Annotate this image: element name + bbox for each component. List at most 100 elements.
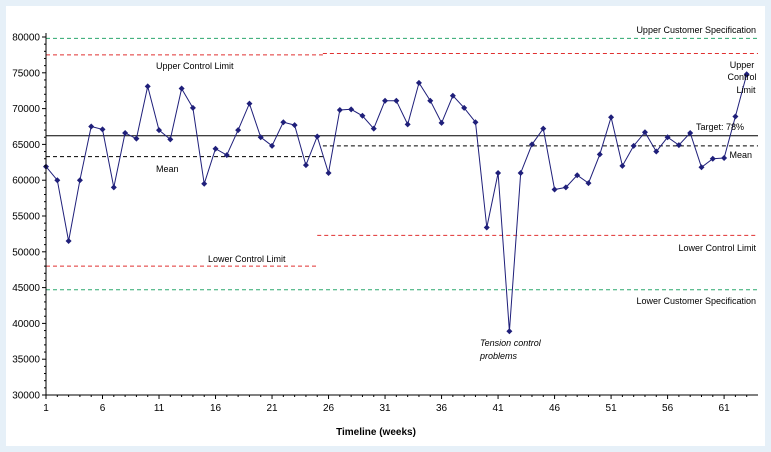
data-point (257, 134, 264, 141)
x-tick-label: 11 (154, 403, 165, 414)
data-point (178, 85, 185, 92)
y-tick-label: 35000 (12, 355, 40, 366)
data-point (675, 142, 682, 149)
reference-lines (46, 37, 758, 291)
data-point (269, 142, 276, 149)
lcs-label-right: Lower Customer Specification (636, 296, 756, 306)
data-point (314, 133, 321, 140)
data-point (144, 83, 151, 90)
data-point (370, 125, 377, 132)
y-tick-label: 70000 (12, 104, 40, 115)
x-tick-labels: 1 6 11 16 21 26 31 36 41 46 51 56 61 (43, 403, 730, 414)
data-point (608, 114, 615, 121)
target-label-right: Target: 78% (696, 122, 744, 132)
data-point (415, 79, 422, 86)
y-tick-label: 50000 (12, 247, 40, 258)
data-point (687, 129, 694, 136)
ucl-label-right-3: Limit (736, 85, 756, 95)
data-point (596, 151, 603, 158)
x-tick-label: 1 (43, 403, 49, 414)
data-point (517, 170, 524, 177)
data-point (235, 127, 242, 134)
data-point (156, 127, 163, 134)
x-tick-label: 16 (210, 403, 222, 414)
x-tick-label: 6 (100, 403, 106, 414)
data-point (483, 224, 490, 231)
ucl-label-left: Upper Control Limit (156, 61, 234, 71)
x-tick-label: 46 (549, 403, 561, 414)
data-point (201, 180, 208, 187)
y-tick-label: 65000 (12, 140, 40, 151)
data-point (167, 136, 174, 143)
lcl-label-left: Lower Control Limit (208, 254, 286, 264)
data-point (99, 126, 106, 133)
mean-label-left: Mean (156, 164, 179, 174)
x-tick-label: 26 (323, 403, 335, 414)
data-point (189, 104, 196, 111)
data-point (585, 180, 592, 187)
data-point (641, 129, 648, 136)
axes (42, 33, 758, 399)
y-tick-label: 30000 (12, 391, 40, 402)
mean-label-right: Mean (729, 150, 752, 160)
data-point (246, 100, 253, 107)
data-point (506, 328, 513, 335)
data-point (732, 113, 739, 120)
data-point (698, 164, 705, 171)
y-tick-label: 55000 (12, 212, 40, 223)
data-point (438, 119, 445, 126)
x-tick-label: 56 (662, 403, 674, 414)
ucl-label-right-1: Upper (730, 60, 755, 70)
data-point (133, 135, 140, 142)
data-point (393, 97, 400, 104)
data-point (461, 104, 468, 111)
data-point (280, 119, 287, 126)
y-tick-labels: 30000 35000 40000 45000 50000 55000 60000 65000… (12, 33, 40, 402)
x-tick-label: 21 (266, 403, 278, 414)
x-tick-label: 61 (719, 403, 731, 414)
data-point (110, 184, 117, 191)
data-point (302, 162, 309, 169)
y-tick-label: 60000 (12, 176, 40, 187)
tension-annotation-2: problems (479, 351, 518, 361)
data-point (528, 141, 535, 148)
control-chart: 30000 35000 40000 45000 50000 55000 60000 65000… (12, 25, 758, 438)
data-point (325, 170, 332, 177)
data-point (664, 134, 671, 141)
data-point (709, 155, 716, 162)
data-point (574, 172, 581, 179)
data-point (619, 162, 626, 169)
data-point (427, 97, 434, 104)
data-point (54, 177, 61, 184)
data-point (404, 121, 411, 128)
data-point (382, 97, 389, 104)
data-point (630, 142, 637, 149)
data-point (65, 238, 72, 245)
data-point (721, 155, 728, 162)
x-tick-label: 41 (493, 403, 505, 414)
ucs-label-right: Upper Customer Specification (636, 25, 756, 35)
data-point (348, 106, 355, 113)
x-tick-label: 31 (379, 403, 391, 414)
data-point (336, 107, 343, 114)
series-line (45, 74, 748, 332)
data-point (653, 148, 660, 155)
data-point (122, 129, 129, 136)
data-point (472, 119, 479, 126)
data-point (540, 125, 547, 132)
data-point (359, 112, 366, 119)
y-tick-label: 40000 (12, 319, 40, 330)
data-point (743, 71, 750, 78)
chart-container: 30000 35000 40000 45000 50000 55000 60000 65000… (6, 6, 765, 446)
series-layer (43, 71, 750, 335)
data-point (291, 122, 298, 129)
data-point (551, 186, 558, 193)
data-point (76, 177, 83, 184)
x-axis-title: Timeline (weeks) (336, 427, 416, 438)
data-point (212, 145, 219, 152)
data-point (495, 170, 502, 177)
data-point (88, 123, 95, 130)
data-point (449, 92, 456, 99)
data-point (562, 184, 569, 191)
y-tick-label: 80000 (12, 33, 40, 44)
